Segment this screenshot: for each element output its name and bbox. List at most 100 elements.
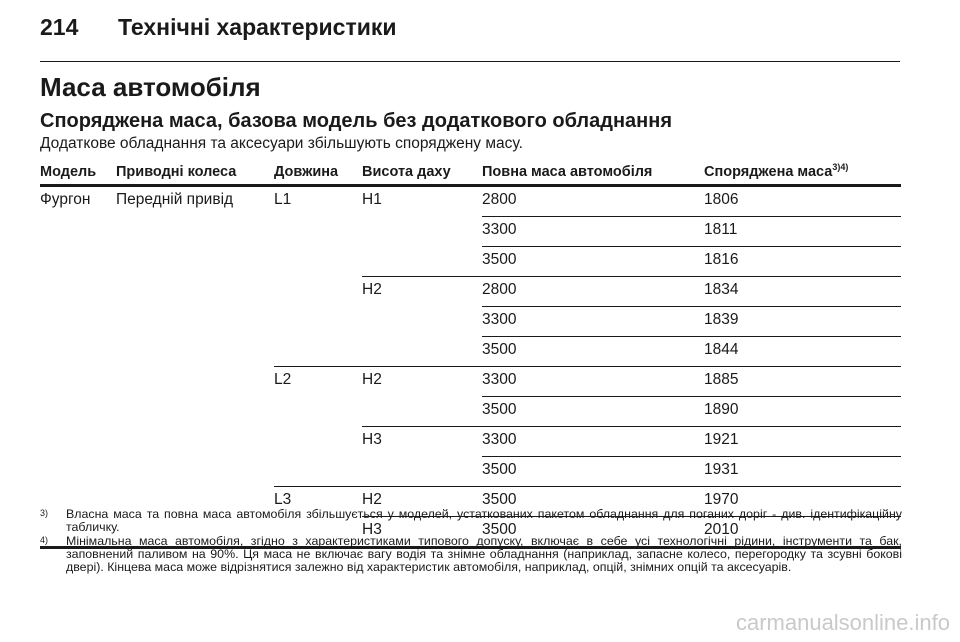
cell-gross-weight: 2800 <box>482 276 704 307</box>
subsection-title: Споряджена маса, базова модель без додат… <box>40 110 672 132</box>
header-gross-weight: Повна маса автомобіля <box>482 164 653 180</box>
cell-length: L2 <box>274 371 292 388</box>
cell-gross-weight: 3500 <box>482 486 704 517</box>
cell-curb-weight: 1921 <box>704 426 901 457</box>
cell-roof-height <box>362 217 482 247</box>
footnote: 3) Власна маса та повна маса автомобіля … <box>40 508 902 534</box>
footnote-mark: 4) <box>40 535 49 545</box>
cell-roof-height <box>362 246 482 277</box>
cell-curb-weight: 1806 <box>704 185 901 217</box>
cell-roof-height: H1 <box>362 191 382 208</box>
cell-length <box>274 277 362 307</box>
cell-gross-weight: 3300 <box>482 306 704 337</box>
page-title: Технічні характеристики <box>118 14 397 40</box>
cell-roof-height <box>362 396 482 427</box>
cell-curb-weight: 1834 <box>704 276 901 307</box>
cell-drive-wheels <box>116 337 274 367</box>
header-curb-weight-label: Споряджена маса <box>704 164 833 180</box>
cell-model <box>40 337 116 367</box>
table-row: 3500 1931 <box>40 456 901 487</box>
watermark: carmanualsonline.info <box>735 610 950 635</box>
header-roof-height: Висота даху <box>362 164 451 180</box>
header-curb-weight: Споряджена маса3)4) <box>704 160 901 186</box>
cell-drive-wheels <box>116 277 274 307</box>
table-row: 3500 1890 <box>40 396 901 427</box>
cell-curb-weight: 1844 <box>704 336 901 367</box>
cell-drive-wheels <box>116 367 274 397</box>
cell-roof-height: H2 <box>362 486 482 517</box>
cell-drive-wheels <box>116 397 274 427</box>
footnote-mark: 3) <box>40 508 49 518</box>
cell-length <box>274 456 362 487</box>
cell-curb-weight: 1890 <box>704 396 901 427</box>
cell-drive-wheels <box>116 307 274 337</box>
footnotes: 3) Власна маса та повна маса автомобіля … <box>40 508 902 575</box>
table-row: H2 2800 1834 <box>40 276 901 307</box>
cell-model <box>40 457 116 487</box>
page-number: 214 <box>40 14 79 40</box>
cell-drive-wheels: Передній привід <box>116 191 234 208</box>
cell-roof-height: H2 <box>362 371 382 388</box>
cell-model: Фургон <box>40 191 91 208</box>
cell-model <box>40 397 116 427</box>
cell-length <box>274 307 362 337</box>
table-header-row: Модель Приводні колеса Довжина Висота да… <box>40 160 901 186</box>
cell-model <box>40 427 116 457</box>
cell-curb-weight: 1816 <box>704 246 901 277</box>
cell-length <box>274 217 362 247</box>
cell-gross-weight: 3300 <box>482 216 704 247</box>
footnote-text: Мінімальна маса автомобіля, згідно з хар… <box>66 534 902 574</box>
cell-length: L1 <box>274 191 292 208</box>
cell-length <box>274 516 362 549</box>
cell-roof-height <box>362 456 482 487</box>
cell-gross-weight: 3500 <box>482 396 704 427</box>
cell-drive-wheels <box>116 247 274 277</box>
cell-roof-height <box>362 336 482 367</box>
cell-curb-weight: 1811 <box>704 216 901 247</box>
table-row: H3 3500 2010 <box>40 516 901 549</box>
cell-curb-weight: 1931 <box>704 456 901 487</box>
table-row: 3500 1816 <box>40 246 901 277</box>
header-divider <box>40 61 900 62</box>
cell-gross-weight: 3300 <box>482 366 704 397</box>
cell-model <box>40 307 116 337</box>
table-row: H3 3300 1921 <box>40 426 901 457</box>
table-row: 3500 1844 <box>40 336 901 367</box>
cell-curb-weight: 2010 <box>704 516 901 549</box>
cell-gross-weight: 3500 <box>482 246 704 277</box>
footnote-ref: 3)4) <box>832 162 849 173</box>
cell-length <box>274 397 362 427</box>
table-row: L3 H2 3500 1970 <box>40 486 901 517</box>
intro-text: Додаткове обладнання та аксесуари збільш… <box>40 135 523 152</box>
page-header: 214 Технічні характеристики <box>40 14 397 54</box>
table-row: Фургон Передній привід L1 H1 2800 1806 <box>40 185 901 217</box>
cell-curb-weight: 1885 <box>704 366 901 397</box>
cell-drive-wheels <box>116 427 274 457</box>
cell-roof-height: H2 <box>362 281 382 298</box>
cell-length: L3 <box>274 491 292 508</box>
table-row: 3300 1839 <box>40 306 901 337</box>
header-model: Модель <box>40 164 97 180</box>
footnote-text: Власна маса та повна маса автомобіля збі… <box>66 507 902 534</box>
cell-curb-weight: 1839 <box>704 306 901 337</box>
cell-gross-weight: 3500 <box>482 456 704 487</box>
header-length: Довжина <box>274 164 339 180</box>
cell-gross-weight: 3300 <box>482 426 704 457</box>
cell-roof-height <box>362 307 482 337</box>
cell-gross-weight: 2800 <box>482 185 704 217</box>
cell-model <box>40 367 116 397</box>
cell-drive-wheels <box>116 457 274 487</box>
curb-weight-table: Модель Приводні колеса Довжина Висота да… <box>40 160 901 549</box>
cell-length <box>274 336 362 367</box>
table-row: L2 H2 3300 1885 <box>40 366 901 397</box>
cell-length <box>274 247 362 277</box>
cell-drive-wheels <box>116 516 274 549</box>
section-title: Маса автомобіля <box>40 72 261 102</box>
cell-drive-wheels <box>116 217 274 247</box>
cell-model <box>40 516 116 549</box>
cell-roof-height: H3 <box>362 516 482 549</box>
footnote: 4) Мінімальна маса автомобіля, згідно з … <box>40 535 902 574</box>
cell-model <box>40 217 116 247</box>
table-row: 3300 1811 <box>40 216 901 247</box>
cell-length <box>274 427 362 457</box>
